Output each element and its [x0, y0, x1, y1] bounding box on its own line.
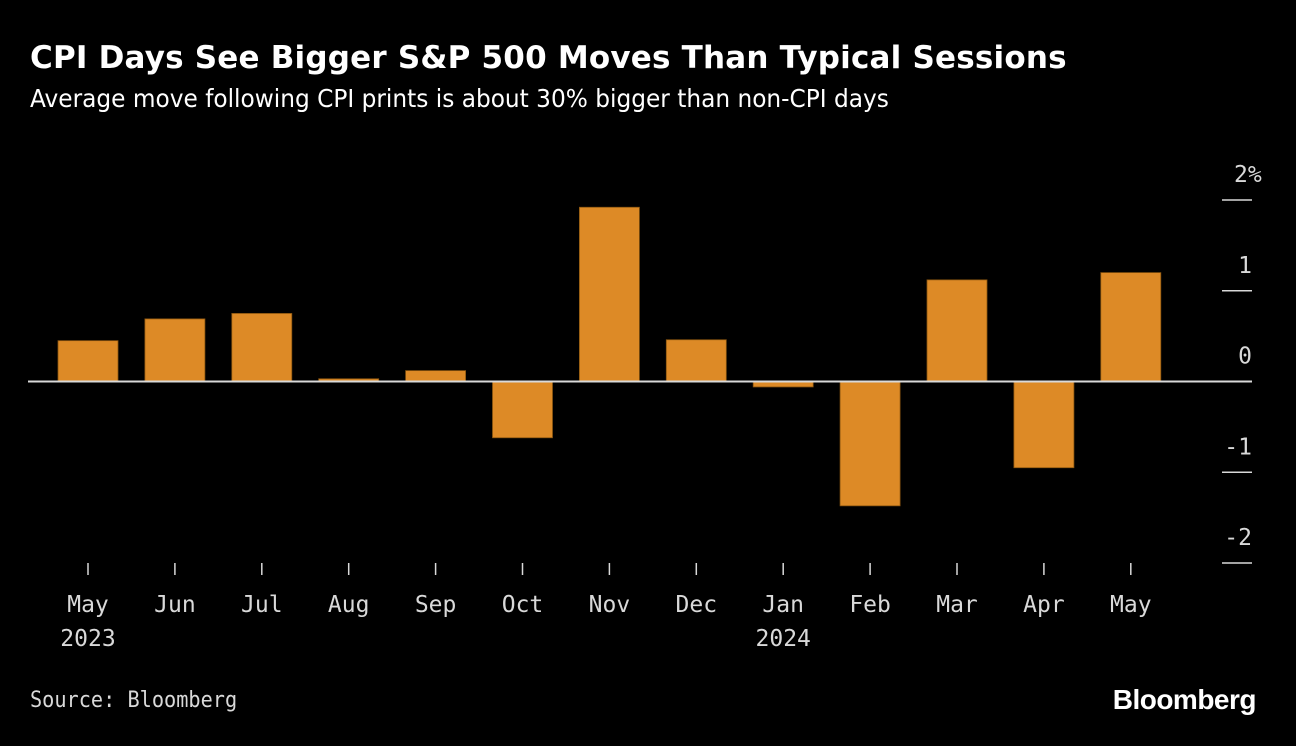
x-tick-label: Apr — [1023, 592, 1065, 618]
x-tick-label: Aug — [328, 592, 370, 618]
bar-oct-5 — [492, 381, 553, 439]
x-year-label: 2023 — [60, 626, 115, 652]
x-tick-label: Dec — [676, 592, 718, 618]
x-tick-label: Sep — [415, 592, 457, 618]
bar-may-12 — [1100, 272, 1162, 382]
x-tick-label: Jun — [154, 592, 196, 618]
bar-sep-4 — [405, 370, 467, 382]
y-tick-label: 1 — [1238, 253, 1252, 279]
y-axis: 2% 1 0 -1 -2 — [1222, 162, 1262, 564]
y-tick-label: 0 — [1238, 344, 1252, 370]
x-tick-label: Jul — [241, 592, 283, 618]
bars — [57, 206, 1162, 507]
x-tick-label: Nov — [589, 592, 631, 618]
x-tick-label: Feb — [849, 592, 891, 618]
bar-jul-2 — [231, 313, 293, 382]
x-axis: May Jun Jul Aug Sep Oct Nov Dec Jan Feb Mar Apr May 2… — [60, 563, 1152, 652]
x-tick-label: May — [67, 592, 109, 618]
bar-dec-7 — [665, 339, 727, 382]
bar-jun-1 — [144, 318, 206, 382]
bar-mar-10 — [926, 279, 988, 382]
x-tick-label: May — [1110, 592, 1152, 618]
bar-may-0 — [57, 340, 119, 382]
source-note: Source: Bloomberg — [30, 688, 238, 713]
x-tick-label: Mar — [936, 592, 978, 618]
x-tick-label: Jan — [762, 592, 804, 618]
bar-nov-6 — [579, 206, 640, 382]
x-tick-label: Oct — [502, 592, 544, 618]
y-tick-label: -2 — [1224, 525, 1252, 551]
chart-subtitle: Average move following CPI prints is abo… — [30, 84, 889, 113]
y-tick-label: 2% — [1234, 162, 1262, 188]
x-year-label: 2024 — [756, 626, 811, 652]
bloomberg-logo: Bloomberg — [1112, 684, 1257, 715]
chart-title: CPI Days See Bigger S&P 500 Moves Than T… — [30, 40, 1067, 76]
y-tick-label: -1 — [1224, 434, 1252, 460]
bar-feb-9 — [839, 381, 901, 507]
bar-apr-11 — [1013, 381, 1075, 469]
